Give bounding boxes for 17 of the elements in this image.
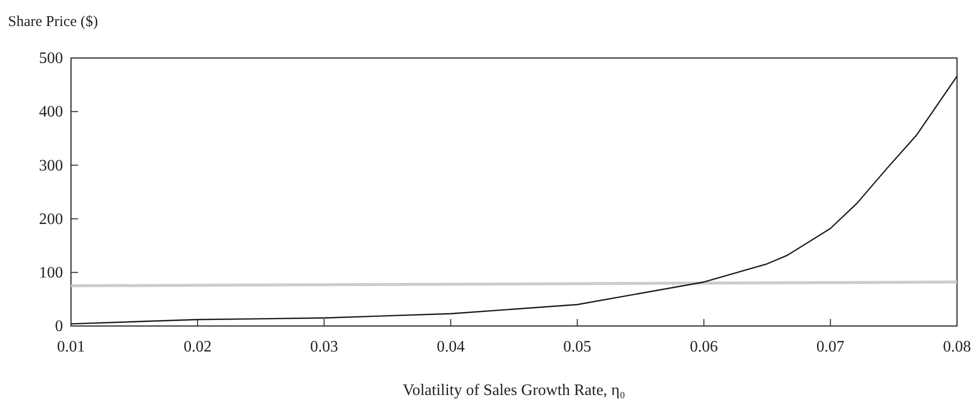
y-tick-label: 0 bbox=[55, 318, 63, 336]
y-axis-title: Share Price ($) bbox=[8, 14, 98, 30]
line-series bbox=[70, 76, 958, 325]
x-tick-label: 0.03 bbox=[310, 338, 338, 356]
x-tick-label: 0.04 bbox=[436, 338, 465, 356]
x-tick-label: 0.01 bbox=[57, 338, 85, 356]
x-axis-title: Volatility of Sales Growth Rate, η₀ bbox=[402, 382, 626, 399]
y-tick-label: 400 bbox=[39, 104, 63, 121]
y-tick-label: 100 bbox=[39, 264, 63, 282]
x-tick-label: 0.08 bbox=[943, 338, 971, 356]
x-tick-label: 0.07 bbox=[816, 338, 844, 356]
y-tick-label: 200 bbox=[39, 210, 63, 228]
y-tick-label: 500 bbox=[39, 50, 63, 68]
y-tick-label: 300 bbox=[39, 157, 63, 174]
x-tick-label: 0.05 bbox=[563, 338, 592, 356]
x-tick-label: 0.06 bbox=[690, 338, 718, 356]
x-tick-label: 0.02 bbox=[184, 338, 212, 356]
